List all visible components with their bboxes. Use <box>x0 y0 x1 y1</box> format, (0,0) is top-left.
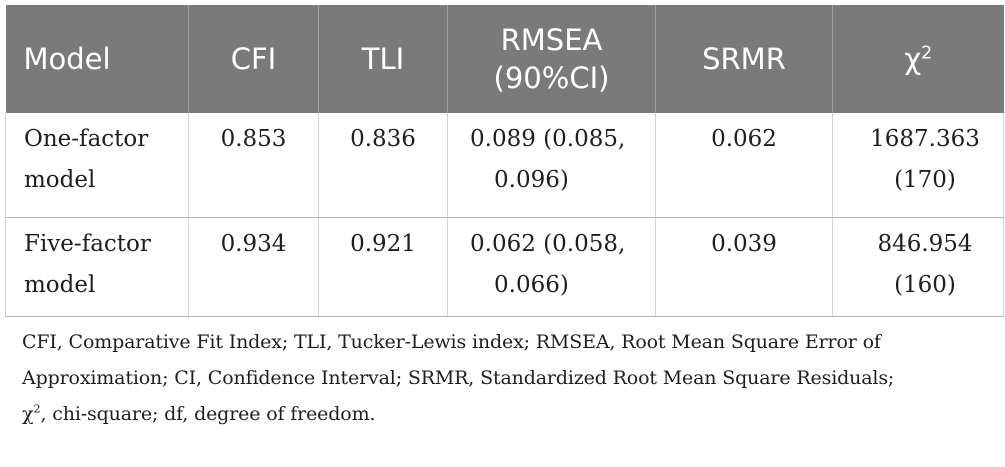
header-srmr: SRMR <box>655 5 833 113</box>
header-chi-symbol: χ <box>904 42 922 76</box>
header-tli: TLI <box>318 5 448 113</box>
header-row: Model CFI TLI RMSEA (90%CI) SRMR χ2 <box>5 5 1004 113</box>
cell-srmr: 0.062 <box>655 113 833 218</box>
cell-rmsea: 0.062 (0.058, 0.066) <box>447 217 656 317</box>
model-fit-table: Model CFI TLI RMSEA (90%CI) SRMR χ2 One-… <box>5 5 1004 317</box>
cell-model-line1: Five-factor <box>24 230 151 257</box>
header-rmsea: RMSEA (90%CI) <box>447 5 656 113</box>
header-chi-square: χ2 <box>832 5 1004 113</box>
cell-tli: 0.836 <box>318 113 448 218</box>
cell-cfi: 0.934 <box>188 217 319 317</box>
cell-model-line1: One-factor <box>24 126 149 152</box>
footnote-line1: CFI, Comparative Fit Index; TLI, Tucker-… <box>22 331 881 353</box>
cell-model-line2: model <box>24 271 96 298</box>
header-cfi: CFI <box>188 5 319 113</box>
cell-model: One-factor model <box>5 113 189 218</box>
footnote-line3-text: , chi-square; df, degree of freedom. <box>40 403 376 425</box>
cell-srmr: 0.039 <box>655 217 833 317</box>
cell-chi-line2: (170) <box>894 167 956 193</box>
header-model: Model <box>5 5 189 113</box>
footnote-line3: χ2, chi-square; df, degree of freedom. <box>22 396 997 432</box>
cell-rmsea-line2: 0.096) <box>494 167 569 193</box>
table-row: One-factor model 0.853 0.836 0.089 (0.08… <box>5 113 1004 218</box>
cell-chi-square: 846.954 (160) <box>832 217 1004 317</box>
cell-rmsea-line2: 0.066) <box>494 271 569 298</box>
cell-chi-line1: 1687.363 <box>870 126 980 152</box>
footnote-chi-symbol: χ <box>22 403 34 425</box>
cell-tli: 0.921 <box>318 217 448 317</box>
cell-chi-line2: (160) <box>894 271 956 298</box>
cell-chi-line1: 846.954 <box>877 230 973 257</box>
header-chi-superscript: 2 <box>921 43 933 64</box>
cell-chi-square: 1687.363 (170) <box>832 113 1004 218</box>
cell-rmsea-line1: 0.089 (0.085, <box>470 126 626 152</box>
table-header: Model CFI TLI RMSEA (90%CI) SRMR χ2 <box>5 5 1004 113</box>
cell-model-line2: model <box>24 167 96 193</box>
table-row: Five-factor model 0.934 0.921 0.062 (0.0… <box>5 217 1004 317</box>
footnote-chi-superscript: 2 <box>33 401 41 416</box>
footnote-line2: Approximation; CI, Confidence Interval; … <box>22 367 895 389</box>
header-rmsea-line2: (90%CI) <box>493 61 610 95</box>
table-body: One-factor model 0.853 0.836 0.089 (0.08… <box>5 113 1004 317</box>
cell-rmsea: 0.089 (0.085, 0.096) <box>447 113 656 218</box>
cell-cfi: 0.853 <box>188 113 319 218</box>
cell-rmsea-line1: 0.062 (0.058, <box>470 230 626 257</box>
cell-model: Five-factor model <box>5 217 189 317</box>
header-rmsea-line1: RMSEA <box>500 23 603 57</box>
table-footnote: CFI, Comparative Fit Index; TLI, Tucker-… <box>22 324 997 432</box>
